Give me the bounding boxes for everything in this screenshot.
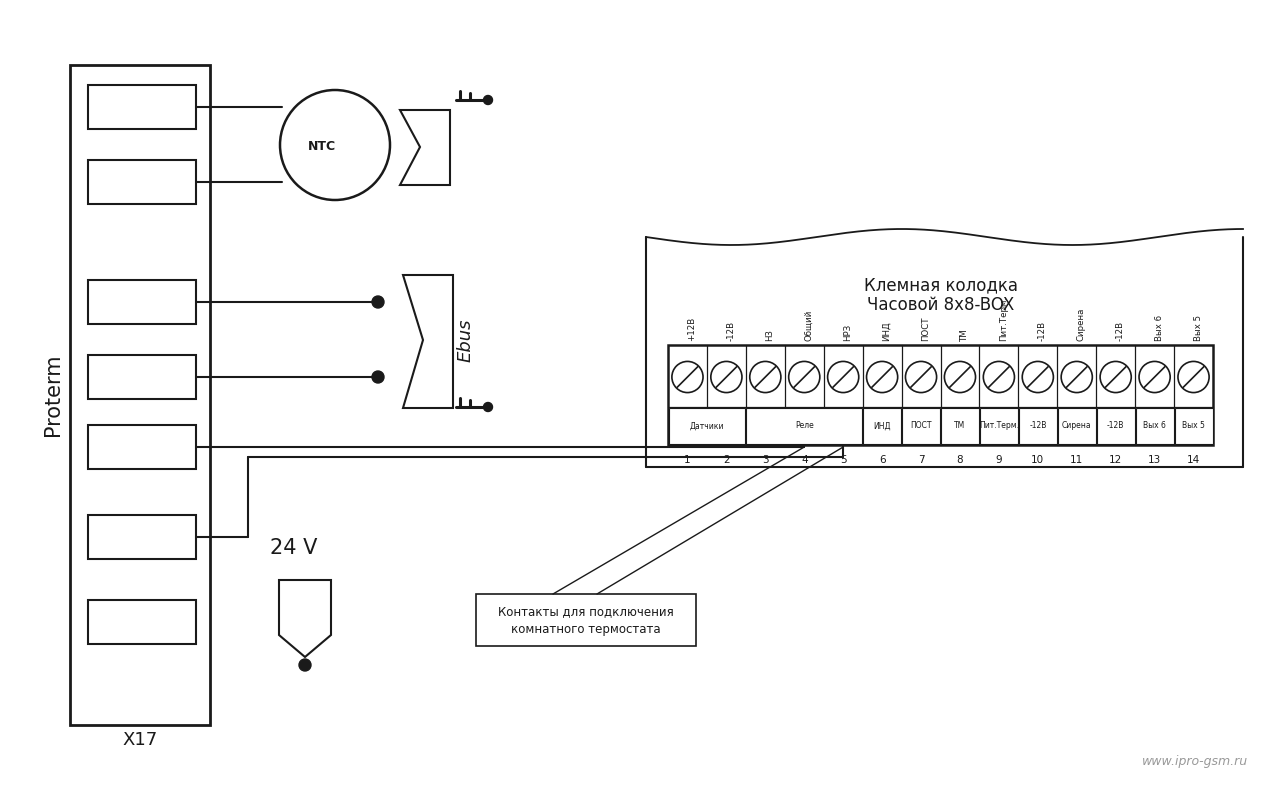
Text: +12В: +12В (687, 317, 696, 341)
Text: Контакты для подключения: Контакты для подключения (498, 605, 673, 619)
Text: Ebus: Ebus (457, 318, 475, 362)
Bar (70, 65, 210, 725)
Text: 4: 4 (801, 455, 808, 465)
Text: 24 V: 24 V (270, 538, 317, 558)
Bar (88, 425, 196, 469)
Circle shape (983, 362, 1015, 393)
Text: 2: 2 (723, 455, 730, 465)
Circle shape (484, 402, 493, 412)
Bar (88, 355, 196, 399)
Bar (668, 345, 1213, 445)
Circle shape (750, 362, 781, 393)
Text: -12В: -12В (1107, 422, 1124, 431)
Bar (863, 408, 901, 444)
Bar (88, 160, 196, 204)
Circle shape (372, 296, 384, 308)
Text: -12В: -12В (1038, 321, 1047, 341)
Text: Реле: Реле (795, 422, 814, 431)
Text: ПОСТ: ПОСТ (922, 317, 931, 341)
Circle shape (484, 96, 493, 104)
Circle shape (867, 362, 897, 393)
Bar (88, 515, 196, 559)
Text: -12В: -12В (726, 321, 736, 341)
Text: ИНД: ИНД (873, 422, 891, 431)
Bar (668, 408, 745, 444)
Circle shape (1061, 362, 1092, 393)
Text: 13: 13 (1148, 455, 1161, 465)
Circle shape (672, 362, 703, 393)
Polygon shape (279, 580, 332, 657)
Bar (1097, 408, 1134, 444)
Text: www.ipro-gsm.ru: www.ipro-gsm.ru (1142, 755, 1248, 769)
Text: ПОСТ: ПОСТ (910, 422, 932, 431)
Text: 1: 1 (684, 455, 691, 465)
Text: X17: X17 (123, 731, 157, 749)
Text: Часовой 8х8-BOX: Часовой 8х8-BOX (867, 296, 1014, 314)
Text: Вых 6: Вых 6 (1155, 315, 1164, 341)
Text: НРЗ: НРЗ (844, 324, 852, 341)
Text: Сирена: Сирена (1062, 422, 1092, 431)
Circle shape (905, 362, 937, 393)
Circle shape (372, 371, 384, 383)
Bar (980, 408, 1018, 444)
Polygon shape (403, 275, 453, 408)
Bar (88, 600, 196, 644)
Text: Датчики: Датчики (690, 422, 724, 431)
Bar (1019, 408, 1057, 444)
Text: NTC: NTC (308, 141, 337, 153)
Bar (339, 133, 361, 153)
Text: Вых 5: Вых 5 (1183, 422, 1204, 431)
Circle shape (945, 362, 975, 393)
Circle shape (710, 362, 742, 393)
Bar (941, 408, 979, 444)
Bar (476, 594, 696, 646)
Text: 3: 3 (762, 455, 768, 465)
Circle shape (1100, 362, 1132, 393)
Bar (746, 408, 863, 444)
Text: 8: 8 (956, 455, 964, 465)
Bar (1135, 408, 1174, 444)
Bar (1057, 408, 1096, 444)
Text: комнатного термостата: комнатного термостата (511, 623, 660, 637)
Circle shape (1178, 362, 1210, 393)
Text: ТМ: ТМ (960, 329, 969, 341)
Text: 12: 12 (1108, 455, 1123, 465)
Text: Общий: Общий (804, 310, 813, 341)
Circle shape (788, 362, 819, 393)
Polygon shape (399, 110, 451, 185)
Text: ТМ: ТМ (955, 422, 965, 431)
Text: ИНД: ИНД (882, 322, 891, 341)
Text: Клемная колодка: Клемная колодка (864, 276, 1018, 294)
Circle shape (828, 362, 859, 393)
Text: 6: 6 (879, 455, 886, 465)
Text: -12В: -12В (1116, 321, 1125, 341)
Text: Пит.Терм.: Пит.Терм. (979, 422, 1019, 431)
Text: Вых 5: Вых 5 (1193, 315, 1202, 341)
Bar (88, 280, 196, 324)
Bar (902, 408, 940, 444)
Circle shape (280, 90, 390, 200)
Text: Вых 6: Вых 6 (1143, 422, 1166, 431)
Text: 14: 14 (1187, 455, 1201, 465)
Text: Proterm: Proterm (44, 354, 63, 436)
Text: 7: 7 (918, 455, 924, 465)
Circle shape (1023, 362, 1053, 393)
Circle shape (300, 659, 311, 671)
Text: Н3: Н3 (765, 329, 774, 341)
Bar (88, 85, 196, 129)
Text: 5: 5 (840, 455, 846, 465)
Text: -12В: -12В (1029, 422, 1047, 431)
Text: 11: 11 (1070, 455, 1083, 465)
Text: 9: 9 (996, 455, 1002, 465)
Circle shape (1139, 362, 1170, 393)
Text: 10: 10 (1032, 455, 1044, 465)
Bar (1175, 408, 1212, 444)
Text: Сирена: Сирена (1076, 307, 1085, 341)
Text: Пит.Терм.: Пит.Терм. (998, 296, 1007, 341)
